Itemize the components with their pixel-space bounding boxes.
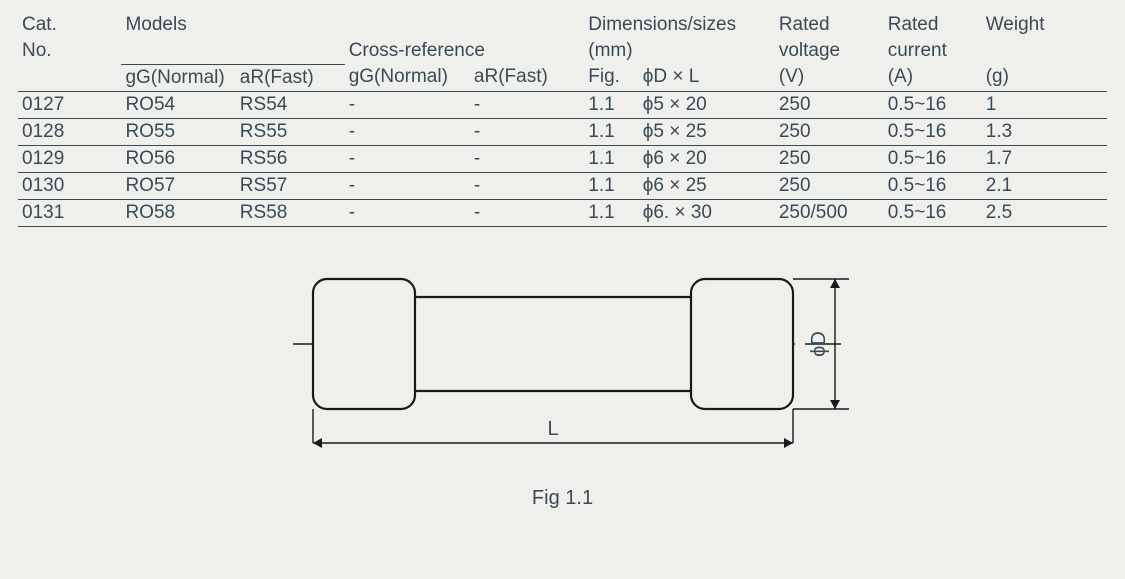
h-ri-3: (A): [884, 64, 982, 91]
cell-dl: ϕ5 × 20: [639, 91, 775, 118]
cell-v: 250: [775, 91, 884, 118]
cell-fig: 1.1: [584, 145, 638, 172]
cell-a: 0.5~16: [884, 199, 982, 226]
cell-xar: -: [470, 199, 584, 226]
h-gg2: gG(Normal): [345, 64, 470, 91]
cell-xgg: -: [345, 91, 470, 118]
svg-text:L: L: [547, 418, 558, 440]
cell-cat: 0128: [18, 118, 121, 145]
cell-v: 250: [775, 118, 884, 145]
cell-ar: RS57: [236, 172, 345, 199]
h-rv-1: Rated: [775, 12, 884, 38]
cell-v: 250: [775, 172, 884, 199]
cell-dl: ϕ6 × 20: [639, 145, 775, 172]
h-ri-2: current: [884, 38, 982, 64]
cell-gg: RO55: [121, 118, 235, 145]
table-row: 0131 RO58 RS58 - - 1.1 ϕ6. × 30 250/500 …: [18, 199, 1107, 226]
figure-1-1: LϕD Fig 1.1: [18, 257, 1107, 510]
cell-cat: 0130: [18, 172, 121, 199]
h-rv-3: (V): [775, 64, 884, 91]
cell-fig: 1.1: [584, 172, 638, 199]
cell-gg: RO58: [121, 199, 235, 226]
cell-ar: RS58: [236, 199, 345, 226]
cell-xar: -: [470, 91, 584, 118]
table-body: 0127 RO54 RS54 - - 1.1 ϕ5 × 20 250 0.5~1…: [18, 91, 1107, 226]
h-crossref: Cross-reference: [345, 38, 585, 64]
figure-caption: Fig 1.1: [18, 487, 1107, 510]
spec-table: Cat. Models Dimensions/sizes Rated Rated…: [18, 12, 1107, 227]
cell-dl: ϕ6. × 30: [639, 199, 775, 226]
table-row: 0129 RO56 RS56 - - 1.1 ϕ6 × 20 250 0.5~1…: [18, 145, 1107, 172]
h-w-2: (g): [982, 64, 1107, 91]
h-rv-2: voltage: [775, 38, 884, 64]
models-underline: [121, 38, 344, 64]
h-gg: gG(Normal): [121, 64, 235, 91]
h-phidl: ϕD × L: [639, 64, 775, 91]
table-row: 0130 RO57 RS57 - - 1.1 ϕ6 × 25 250 0.5~1…: [18, 172, 1107, 199]
cell-cat: 0129: [18, 145, 121, 172]
cell-fig: 1.1: [584, 199, 638, 226]
cell-ar: RS54: [236, 91, 345, 118]
h-ar2: aR(Fast): [470, 64, 584, 91]
table-row: 0127 RO54 RS54 - - 1.1 ϕ5 × 20 250 0.5~1…: [18, 91, 1107, 118]
h-ri-1: Rated: [884, 12, 982, 38]
cell-a: 0.5~16: [884, 145, 982, 172]
header-row-2: No. Cross-reference (mm) voltage current: [18, 38, 1107, 64]
cell-w: 1.7: [982, 145, 1107, 172]
cell-xar: -: [470, 145, 584, 172]
h-catno-2: No.: [18, 38, 121, 64]
cell-xgg: -: [345, 172, 470, 199]
h-dims-1: Dimensions/sizes: [584, 12, 775, 38]
header-row-3: gG(Normal) aR(Fast) gG(Normal) aR(Fast) …: [18, 64, 1107, 91]
cell-w: 2.1: [982, 172, 1107, 199]
h-catno-1: Cat.: [18, 12, 121, 38]
h-models: Models: [121, 12, 584, 38]
cell-dl: ϕ5 × 25: [639, 118, 775, 145]
cell-xar: -: [470, 118, 584, 145]
cell-gg: RO57: [121, 172, 235, 199]
cell-xar: -: [470, 172, 584, 199]
cell-xgg: -: [345, 118, 470, 145]
h-ar: aR(Fast): [236, 64, 345, 91]
cell-xgg: -: [345, 145, 470, 172]
cell-ar: RS56: [236, 145, 345, 172]
cell-cat: 0131: [18, 199, 121, 226]
h-w-1: Weight: [982, 12, 1107, 38]
cell-xgg: -: [345, 199, 470, 226]
cell-cat: 0127: [18, 91, 121, 118]
cell-ar: RS55: [236, 118, 345, 145]
table-row: 0128 RO55 RS55 - - 1.1 ϕ5 × 25 250 0.5~1…: [18, 118, 1107, 145]
cell-fig: 1.1: [584, 91, 638, 118]
cell-w: 1.3: [982, 118, 1107, 145]
cell-dl: ϕ6 × 25: [639, 172, 775, 199]
cell-gg: RO54: [121, 91, 235, 118]
cell-w: 1: [982, 91, 1107, 118]
cell-v: 250/500: [775, 199, 884, 226]
cell-v: 250: [775, 145, 884, 172]
cell-a: 0.5~16: [884, 172, 982, 199]
cell-gg: RO56: [121, 145, 235, 172]
header-row-1: Cat. Models Dimensions/sizes Rated Rated…: [18, 12, 1107, 38]
svg-text:ϕD: ϕD: [808, 331, 830, 357]
cell-w: 2.5: [982, 199, 1107, 226]
cell-a: 0.5~16: [884, 91, 982, 118]
cell-a: 0.5~16: [884, 118, 982, 145]
fuse-diagram: LϕD: [253, 257, 873, 477]
cell-fig: 1.1: [584, 118, 638, 145]
h-fig: Fig.: [584, 64, 638, 91]
h-dims-2: (mm): [584, 38, 775, 64]
